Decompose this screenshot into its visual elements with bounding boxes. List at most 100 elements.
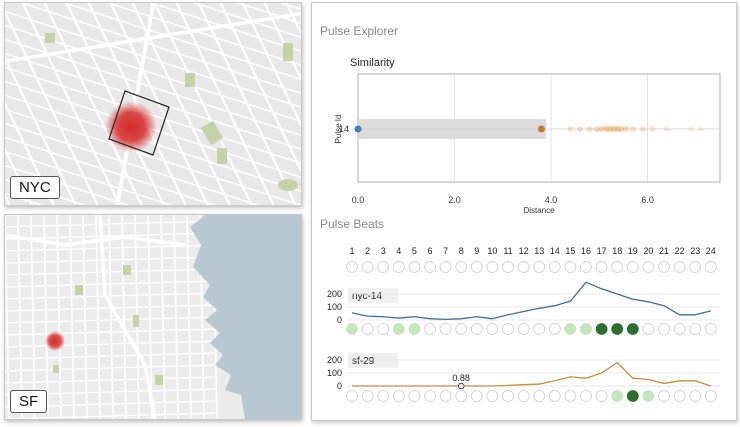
hour-toggle[interactable] [704, 261, 717, 273]
hour-toggle[interactable] [611, 261, 624, 273]
beat-circle[interactable] [392, 323, 405, 335]
beat-circle[interactable] [658, 323, 670, 335]
hour-toggle[interactable] [580, 261, 592, 273]
beat-circle[interactable] [673, 390, 686, 402]
hour-toggle[interactable] [658, 261, 670, 273]
similarity-point[interactable] [688, 126, 695, 132]
sf-map-canvas[interactable] [5, 215, 301, 419]
beat-circle[interactable] [455, 323, 468, 335]
beat-circle[interactable] [346, 323, 358, 335]
beat-circle[interactable] [626, 323, 639, 335]
hour-toggle[interactable] [564, 261, 577, 273]
beat-circle[interactable] [346, 390, 358, 402]
beat-circle[interactable] [704, 323, 717, 335]
similarity-point[interactable] [577, 126, 584, 132]
beat-circle[interactable] [486, 323, 499, 335]
beat-annotation-marker[interactable] [457, 382, 465, 390]
hour-toggle[interactable] [470, 261, 483, 273]
similarity-point[interactable] [586, 126, 593, 132]
nyc-map-canvas[interactable] [5, 3, 301, 205]
hour-toggle[interactable] [626, 261, 639, 273]
beat-circle[interactable] [626, 390, 639, 402]
beat-circle[interactable] [361, 323, 374, 335]
beat-circle[interactable] [595, 390, 608, 402]
similarity-point[interactable] [537, 125, 545, 133]
similarity-point[interactable] [639, 126, 646, 132]
beat-circle[interactable] [704, 390, 717, 402]
similarity-point[interactable] [630, 126, 637, 132]
beat-circle[interactable] [548, 323, 561, 335]
hour-toggle[interactable] [361, 261, 374, 273]
beat-circle[interactable] [642, 323, 655, 335]
beat-circle[interactable] [658, 390, 670, 402]
hour-toggle[interactable] [548, 261, 561, 273]
hour-toggle[interactable] [689, 261, 702, 273]
similarity-point[interactable] [598, 126, 605, 132]
similarity-point[interactable] [593, 126, 600, 132]
beat-circle[interactable] [408, 390, 421, 402]
nyc-map[interactable]: NYC [4, 2, 302, 206]
similarity-point[interactable] [663, 126, 670, 132]
beat-series-line[interactable] [352, 361, 712, 387]
beat-circle[interactable] [517, 390, 530, 402]
hour-toggle[interactable] [673, 261, 686, 273]
beat-circle[interactable] [502, 323, 514, 335]
similarity-point[interactable] [618, 126, 625, 132]
beat-circle[interactable] [580, 390, 592, 402]
beat-circle[interactable] [564, 390, 577, 402]
beat-circle[interactable] [455, 390, 468, 402]
beat-circle[interactable] [689, 323, 702, 335]
beat-circle[interactable] [611, 390, 624, 402]
hour-toggle[interactable] [486, 261, 499, 273]
beat-circle[interactable] [470, 390, 483, 402]
hour-toggle[interactable] [533, 261, 546, 273]
hour-toggle[interactable] [517, 261, 530, 273]
beat-circle[interactable] [439, 323, 452, 335]
similarity-point[interactable] [614, 126, 621, 132]
hour-label: 21 [659, 246, 669, 256]
hour-toggle[interactable] [642, 261, 655, 273]
hour-toggle[interactable] [377, 261, 390, 273]
beat-circle[interactable] [377, 390, 390, 402]
hour-toggle[interactable] [439, 261, 452, 273]
hour-toggle[interactable] [392, 261, 405, 273]
hour-toggle[interactable] [455, 261, 468, 273]
beat-circle[interactable] [611, 323, 624, 335]
beat-circle[interactable] [377, 323, 390, 335]
beat-series-line[interactable] [351, 281, 711, 321]
beat-circle[interactable] [439, 390, 452, 402]
beat-circle[interactable] [642, 390, 655, 402]
beat-circle[interactable] [689, 390, 702, 402]
beat-circle[interactable] [673, 323, 686, 335]
beat-circle[interactable] [424, 390, 436, 402]
beat-circle[interactable] [392, 390, 405, 402]
beat-circle[interactable] [486, 390, 499, 402]
beat-circle[interactable] [424, 323, 436, 335]
beat-circle[interactable] [470, 323, 483, 335]
beat-circle[interactable] [502, 390, 514, 402]
hour-toggle[interactable] [346, 261, 358, 273]
beat-circle[interactable] [548, 390, 561, 402]
similarity-point[interactable] [649, 126, 656, 132]
nyc-hotspot[interactable] [105, 101, 157, 153]
beat-circle[interactable] [595, 323, 608, 335]
sf-map[interactable]: SF [4, 214, 302, 420]
hour-toggle[interactable] [502, 261, 514, 273]
hour-toggle[interactable] [424, 261, 436, 273]
nyc-selection-box[interactable] [108, 90, 170, 156]
beat-circle[interactable] [408, 323, 421, 335]
beat-circle[interactable] [361, 390, 374, 402]
hour-toggle[interactable] [595, 261, 608, 273]
hour-toggle[interactable] [408, 261, 421, 273]
beat-circle[interactable] [564, 323, 577, 335]
similarity-point[interactable] [622, 126, 629, 132]
beat-circle[interactable] [517, 323, 530, 335]
hour-selector-row[interactable] [346, 261, 717, 273]
similarity-point[interactable] [697, 126, 704, 132]
similarity-point[interactable] [354, 125, 362, 133]
sf-hotspot[interactable] [45, 331, 65, 351]
beat-circle[interactable] [533, 390, 546, 402]
similarity-point[interactable] [567, 126, 574, 132]
beat-circle[interactable] [580, 323, 592, 335]
beat-circle[interactable] [533, 323, 546, 335]
